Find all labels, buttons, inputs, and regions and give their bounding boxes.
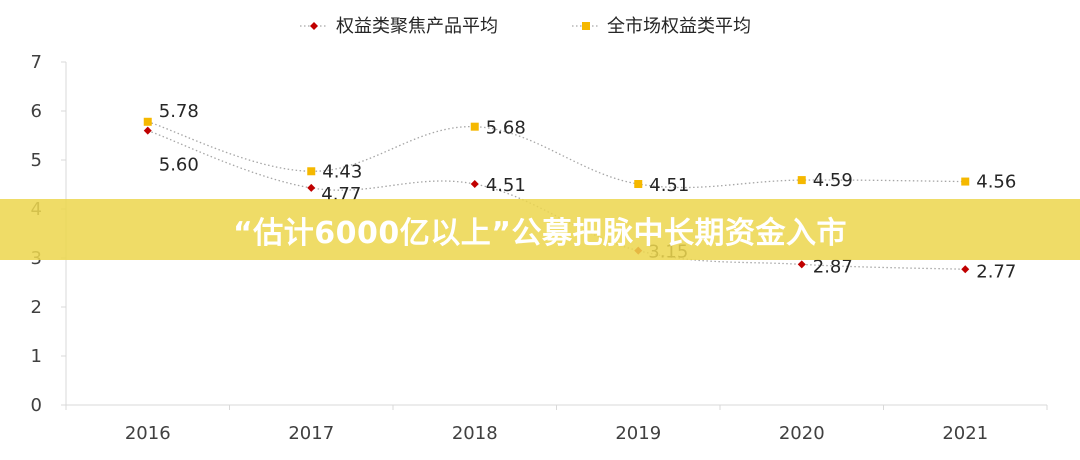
legend-label-1: 全市场权益类平均 bbox=[607, 16, 751, 37]
series-1-data-label: 5.68 bbox=[486, 118, 526, 139]
series-0-point bbox=[470, 180, 479, 189]
series-0-data-label: 2.77 bbox=[976, 261, 1016, 282]
x-tick-label: 2020 bbox=[779, 423, 825, 444]
series-line-1 bbox=[147, 121, 966, 189]
series-1-point bbox=[470, 122, 479, 131]
y-tick-label: 5 bbox=[31, 150, 42, 171]
series-1-data-label: 4.59 bbox=[813, 170, 853, 191]
y-tick-label: 6 bbox=[31, 101, 42, 122]
series-0-data-label: 2.87 bbox=[813, 256, 853, 277]
series-1-data-label: 5.78 bbox=[159, 101, 199, 122]
series-1-data-label: 4.51 bbox=[649, 175, 689, 196]
y-tick-label: 7 bbox=[31, 52, 42, 73]
y-tick-label: 0 bbox=[31, 395, 42, 416]
series-0-point bbox=[307, 183, 316, 192]
series-1-point bbox=[797, 176, 806, 185]
headline-text: “估计6000亿以上”公募把脉中长期资金入市 bbox=[233, 215, 847, 251]
legend-label-0: 权益类聚焦产品平均 bbox=[336, 16, 498, 37]
series-1-point bbox=[143, 117, 152, 126]
series-1-data-label: 4.43 bbox=[322, 161, 362, 182]
x-tick-label: 2016 bbox=[125, 423, 171, 444]
x-tick-label: 2021 bbox=[942, 423, 988, 444]
series-1-data-label: 4.56 bbox=[976, 172, 1016, 193]
series-0-data-label: 5.60 bbox=[159, 155, 199, 176]
headline-banner: “估计6000亿以上”公募把脉中长期资金入市 bbox=[0, 199, 1080, 260]
x-tick-label: 2019 bbox=[615, 423, 661, 444]
legend-marker-0 bbox=[310, 22, 318, 30]
series-0-point bbox=[797, 260, 806, 269]
x-tick-label: 2017 bbox=[288, 423, 334, 444]
y-tick-label: 2 bbox=[31, 297, 42, 318]
series-1-point bbox=[634, 180, 643, 189]
series-0-point bbox=[143, 126, 152, 135]
series-0-point bbox=[961, 265, 970, 274]
legend-marker-1 bbox=[582, 22, 590, 30]
series-1-point bbox=[307, 167, 316, 176]
y-tick-label: 1 bbox=[31, 346, 42, 367]
x-tick-label: 2018 bbox=[452, 423, 498, 444]
series-1-point bbox=[961, 177, 970, 186]
series-0-data-label: 4.51 bbox=[486, 175, 526, 196]
